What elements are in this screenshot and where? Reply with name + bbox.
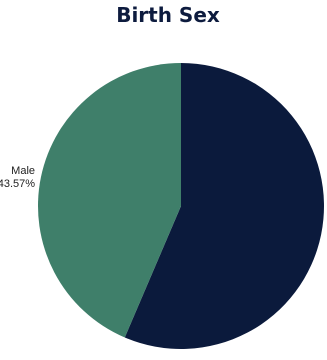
pie-slice-female <box>124 63 325 350</box>
slice-label-name: Male <box>11 165 35 177</box>
pie-slices <box>38 63 325 350</box>
slice-label-male: Male 43.57% <box>0 165 35 190</box>
chart-title: Birth Sex <box>116 3 220 27</box>
slice-label-percent: 43.57% <box>0 178 35 190</box>
pie-slice-male <box>38 63 181 338</box>
